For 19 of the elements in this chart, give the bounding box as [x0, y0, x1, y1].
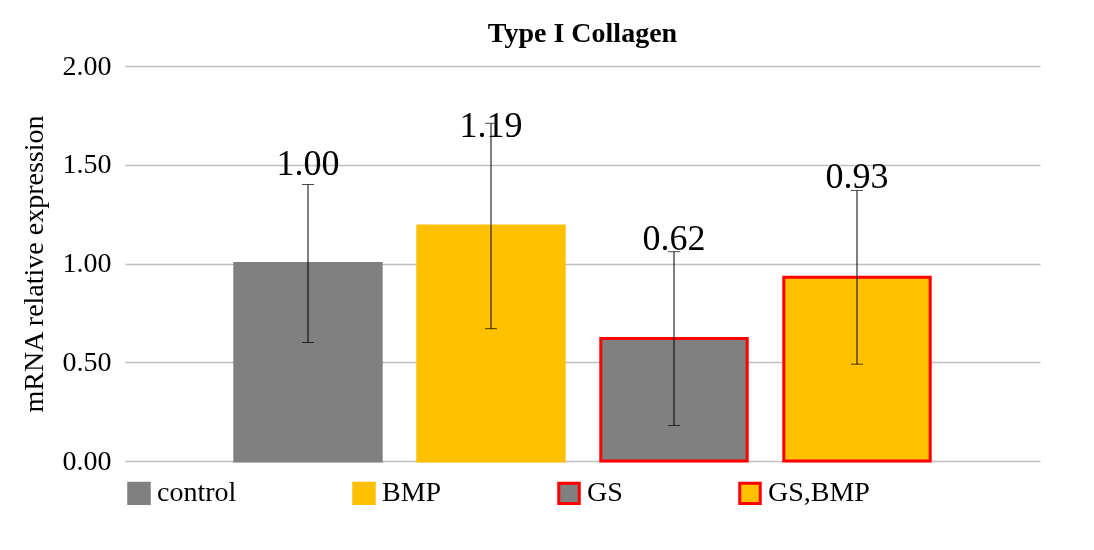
legend-label: control: [157, 476, 237, 508]
y-tick-label: 0.50: [62, 345, 112, 377]
data-label: 1.19: [459, 104, 523, 145]
chart-title: Type I Collagen: [487, 17, 678, 48]
bar: [233, 262, 383, 463]
data-label: 0.62: [642, 217, 706, 258]
bar: [599, 337, 749, 463]
y-tick-label: 2.00: [62, 49, 112, 81]
data-label: 0.93: [825, 156, 889, 197]
legend-label: GS,BMP: [768, 476, 870, 508]
data-label: 1.00: [276, 142, 340, 183]
y-tick-label: 0.00: [62, 444, 112, 476]
legend-label: GS: [587, 476, 623, 508]
y-tick-label: 1.00: [62, 247, 112, 278]
legend-label: BMP: [382, 476, 442, 508]
y-tick-label: 1.50: [62, 148, 112, 180]
bar: [782, 275, 932, 463]
bar: [416, 224, 566, 463]
y-axis-title: mRNA relative expression: [17, 115, 49, 413]
